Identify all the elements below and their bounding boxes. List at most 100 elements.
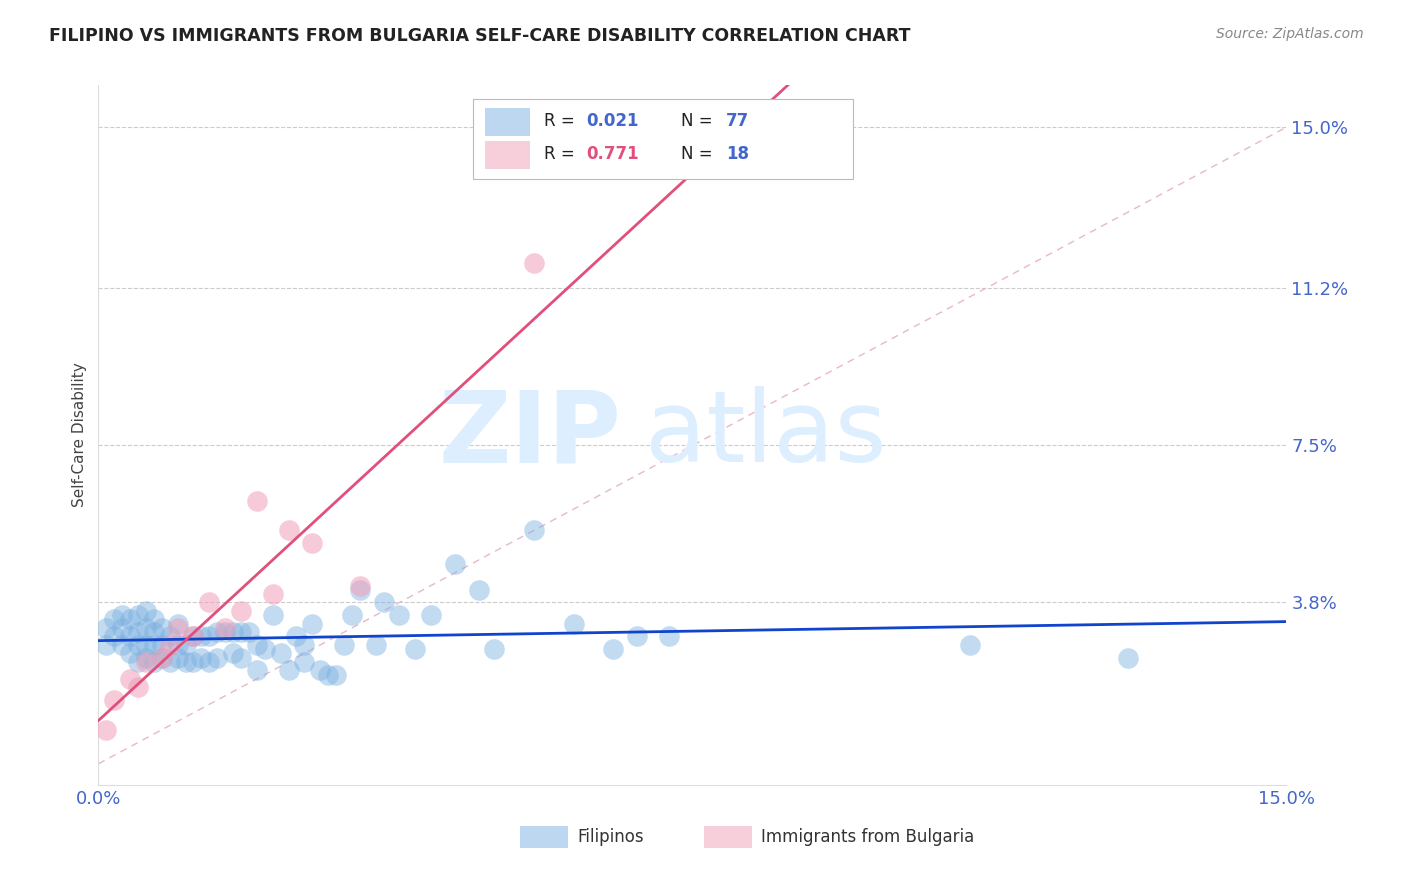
Point <box>150 621 173 635</box>
Point <box>222 625 245 640</box>
Point <box>277 664 299 678</box>
Point <box>229 604 252 618</box>
Point <box>135 638 157 652</box>
Point <box>166 616 188 631</box>
Text: FILIPINO VS IMMIGRANTS FROM BULGARIA SELF-CARE DISABILITY CORRELATION CHART: FILIPINO VS IMMIGRANTS FROM BULGARIA SEL… <box>49 27 911 45</box>
Point <box>301 616 323 631</box>
Point <box>159 655 181 669</box>
Point <box>142 612 165 626</box>
Point <box>205 625 228 640</box>
Point <box>364 638 387 652</box>
Point <box>229 625 252 640</box>
Point <box>111 638 134 652</box>
Text: N =: N = <box>681 112 717 130</box>
Point <box>277 524 299 538</box>
Text: 77: 77 <box>725 112 749 130</box>
FancyBboxPatch shape <box>485 141 530 169</box>
FancyBboxPatch shape <box>472 99 853 179</box>
Point <box>127 638 149 652</box>
Point <box>183 629 205 643</box>
Point <box>333 638 356 652</box>
Point <box>523 524 546 538</box>
Point <box>301 536 323 550</box>
Point <box>135 604 157 618</box>
Point <box>523 256 546 270</box>
Point <box>285 629 308 643</box>
Point <box>135 650 157 665</box>
Point <box>174 638 197 652</box>
Point <box>190 629 212 643</box>
Point <box>183 629 205 643</box>
Point <box>214 625 236 640</box>
Point <box>246 493 269 508</box>
Point <box>198 595 221 609</box>
Point <box>198 629 221 643</box>
Point <box>373 595 395 609</box>
Point <box>166 638 188 652</box>
Text: 18: 18 <box>725 145 749 163</box>
Point <box>135 655 157 669</box>
Text: R =: R = <box>544 112 579 130</box>
Text: R =: R = <box>544 145 579 163</box>
Text: 0.021: 0.021 <box>586 112 640 130</box>
Point <box>214 621 236 635</box>
Point <box>142 625 165 640</box>
Text: Filipinos: Filipinos <box>578 828 644 846</box>
Y-axis label: Self-Care Disability: Self-Care Disability <box>72 362 87 508</box>
Point <box>103 693 125 707</box>
Point <box>1116 650 1139 665</box>
Point <box>103 612 125 626</box>
Text: N =: N = <box>681 145 717 163</box>
Point <box>127 608 149 623</box>
Point <box>959 638 981 652</box>
Point <box>246 638 269 652</box>
Point <box>349 578 371 592</box>
Point <box>309 664 332 678</box>
Point <box>150 650 173 665</box>
Point <box>198 655 221 669</box>
Point <box>142 655 165 669</box>
Point <box>150 650 173 665</box>
Point <box>444 558 467 572</box>
Point <box>484 642 506 657</box>
Point <box>262 608 284 623</box>
Point <box>349 582 371 597</box>
Point <box>127 625 149 640</box>
Point <box>246 664 269 678</box>
Point <box>205 650 228 665</box>
Point <box>316 667 339 681</box>
Point <box>222 647 245 661</box>
Text: Source: ZipAtlas.com: Source: ZipAtlas.com <box>1216 27 1364 41</box>
Point <box>166 621 188 635</box>
Text: Immigrants from Bulgaria: Immigrants from Bulgaria <box>762 828 974 846</box>
Point <box>404 642 426 657</box>
FancyBboxPatch shape <box>485 108 530 136</box>
Point <box>111 608 134 623</box>
Point <box>111 621 134 635</box>
Point <box>467 582 489 597</box>
Point <box>96 621 118 635</box>
Point <box>183 655 205 669</box>
Point <box>602 642 624 657</box>
Point <box>562 616 585 631</box>
Point <box>103 629 125 643</box>
Point <box>292 638 315 652</box>
Point <box>150 638 173 652</box>
Text: ZIP: ZIP <box>439 386 621 483</box>
Point <box>166 650 188 665</box>
Point <box>340 608 363 623</box>
Point <box>96 638 118 652</box>
Point <box>127 655 149 669</box>
Point <box>238 625 260 640</box>
Point <box>292 655 315 669</box>
Point <box>127 681 149 695</box>
Point <box>159 638 181 652</box>
Point <box>658 629 681 643</box>
Point <box>388 608 411 623</box>
Point <box>159 629 181 643</box>
Point <box>120 647 142 661</box>
Point <box>174 655 197 669</box>
Point <box>96 723 118 737</box>
Text: atlas: atlas <box>645 386 887 483</box>
Point <box>253 642 276 657</box>
